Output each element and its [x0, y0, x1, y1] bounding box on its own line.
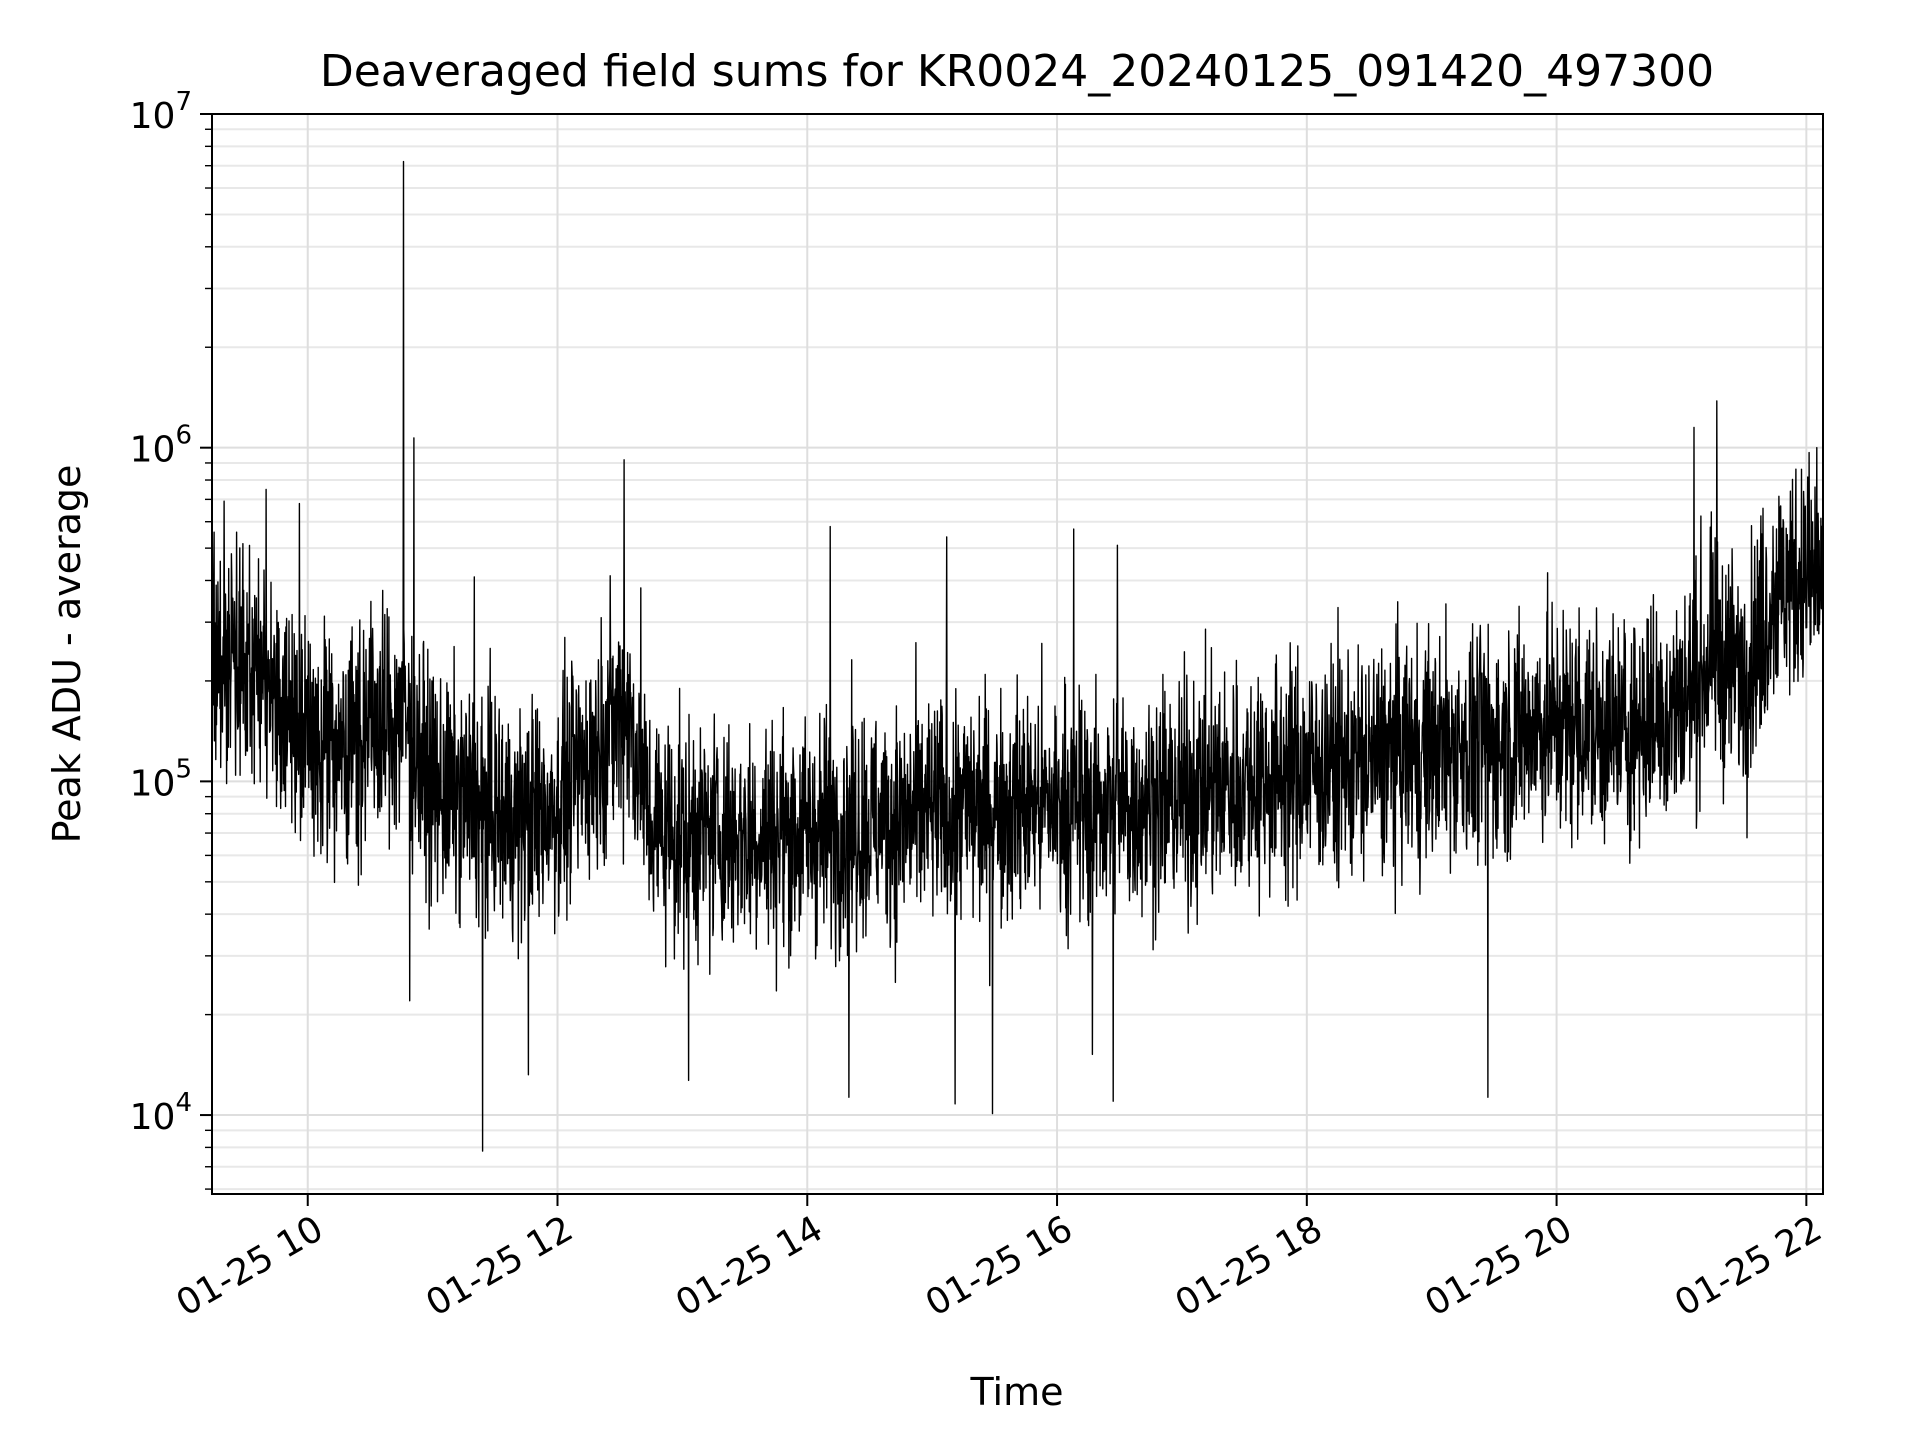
- y-tick-base: 10: [130, 96, 176, 137]
- y-tick-exponent: 7: [175, 87, 192, 117]
- y-tick-label: 105: [130, 754, 192, 804]
- y-tick-label: 106: [130, 421, 192, 471]
- y-tick-base: 10: [130, 763, 176, 804]
- y-tick-label: 107: [130, 87, 192, 137]
- data-series: [211, 160, 1824, 1152]
- series-line: [211, 160, 1824, 1152]
- y-tick-exponent: 6: [175, 421, 192, 451]
- y-tick-base: 10: [130, 1097, 176, 1138]
- y-tick-base: 10: [130, 430, 176, 471]
- chart-title: Deaveraged field sums for KR0024_2024012…: [320, 46, 1714, 97]
- y-axis-label: Peak ADU - average: [45, 465, 89, 844]
- plot-frame: [211, 113, 1824, 1195]
- y-tick-exponent: 5: [175, 754, 192, 784]
- y-tick-label: 104: [130, 1088, 192, 1138]
- axis-ticks: [200, 113, 1808, 1206]
- y-tick-exponent: 4: [175, 1088, 192, 1118]
- x-axis-label: Time: [970, 1370, 1064, 1414]
